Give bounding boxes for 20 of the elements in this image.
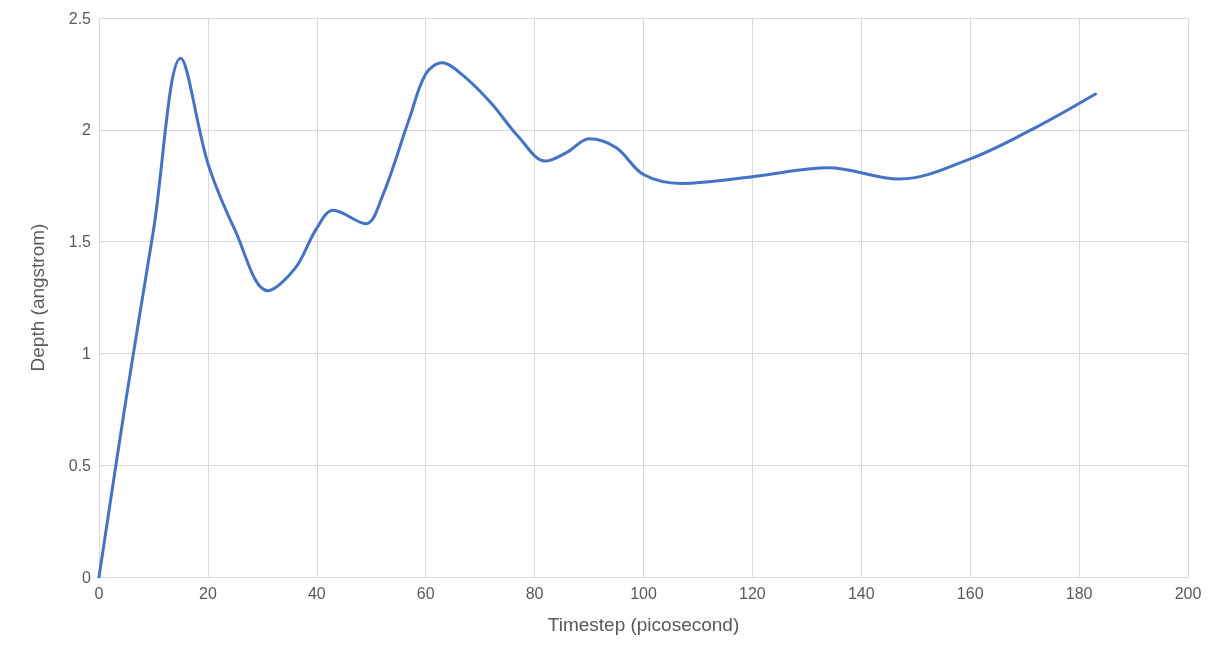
y-tick-label: 2.5 (68, 9, 92, 27)
x-tick-label: 100 (630, 584, 657, 602)
x-tick-label: 80 (525, 584, 544, 602)
y-axis-title: Depth (angstrom) (27, 223, 48, 372)
x-tick-label: 0 (94, 584, 104, 602)
x-tick-label: 60 (416, 584, 435, 602)
y-tick-label: 2 (82, 121, 92, 139)
x-tick-label: 140 (847, 584, 875, 602)
y-tick-label: 1 (82, 344, 92, 362)
x-tick-label: 20 (199, 584, 217, 602)
x-tick-label: 160 (956, 584, 984, 602)
x-tick-label: 200 (1174, 584, 1202, 602)
y-tick-label: 0.5 (68, 456, 92, 474)
x-tick-label: 120 (739, 584, 766, 602)
x-tick-label: 180 (1065, 584, 1093, 602)
y-tick-label: 0 (82, 568, 92, 586)
x-axis-title: Timestep (picosecond) (547, 614, 740, 635)
line-series (97, 56, 1097, 579)
y-tick-label: 1.5 (68, 233, 92, 251)
x-tick-label: 40 (307, 584, 326, 602)
